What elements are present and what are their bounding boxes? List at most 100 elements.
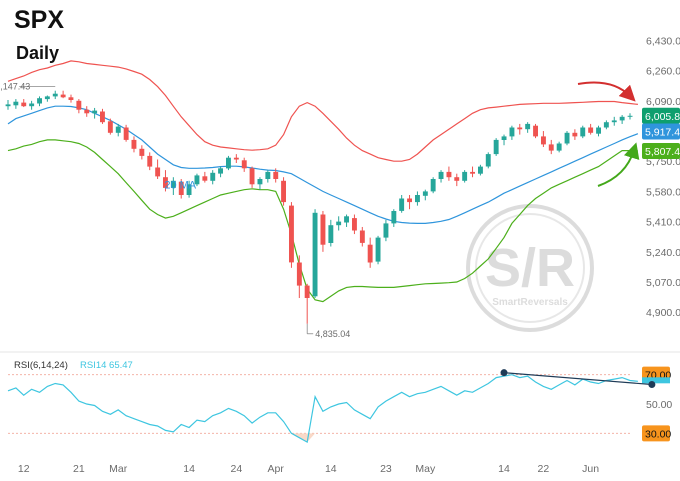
candle <box>580 125 586 139</box>
candle <box>588 123 594 135</box>
y-tick-label: 6,260.00 <box>646 66 680 78</box>
candle-body <box>170 180 176 188</box>
candle <box>289 202 294 268</box>
candle <box>446 166 452 181</box>
candle-body <box>462 171 468 181</box>
price-badge-label: 6,005.88 <box>645 111 680 123</box>
candle <box>454 173 460 187</box>
candle-body <box>359 230 365 243</box>
candle <box>493 138 499 156</box>
candle <box>210 170 216 185</box>
candle <box>627 113 633 120</box>
rsi-current-marker <box>642 377 670 384</box>
candle <box>296 255 302 299</box>
candle <box>155 159 161 179</box>
candle <box>218 166 223 178</box>
candle-body <box>194 175 200 185</box>
candle <box>84 106 90 117</box>
candle-body <box>485 154 491 167</box>
candle-body <box>155 167 161 177</box>
red-arrow-annotation <box>577 81 636 102</box>
y-tick-label: 6,090.00 <box>646 96 680 108</box>
candle <box>485 152 491 169</box>
x-tick-label: 22 <box>538 463 550 475</box>
candle <box>509 125 515 140</box>
candle <box>596 125 601 137</box>
candle-body <box>415 195 420 203</box>
candle <box>29 100 35 110</box>
candle <box>194 173 200 187</box>
candle-body <box>375 237 381 262</box>
candle-body <box>541 136 546 145</box>
candle <box>273 168 279 183</box>
candle-body <box>249 168 255 185</box>
x-tick-label: 14 <box>183 463 195 475</box>
candle <box>556 141 562 153</box>
candle <box>226 155 231 171</box>
watermark-subtext: SmartReversals <box>492 297 568 308</box>
candle-body <box>52 93 58 97</box>
candle-body <box>202 176 208 181</box>
candle <box>170 177 176 195</box>
candle <box>619 115 625 124</box>
candle-body <box>454 177 460 181</box>
x-tick-label: 21 <box>73 463 85 475</box>
candle-body <box>131 139 137 149</box>
candle <box>407 194 412 210</box>
x-tick-label: Mar <box>109 463 128 475</box>
upper-band-line <box>7 60 638 162</box>
candle-body <box>257 179 263 185</box>
candle-body <box>107 121 113 133</box>
candle <box>147 152 153 171</box>
x-tick-label: Jun <box>582 463 599 475</box>
candle-body <box>29 103 35 107</box>
candle <box>533 123 538 139</box>
green-arrow-annotation <box>597 142 640 187</box>
x-tick-label: 14 <box>325 463 337 475</box>
candle-body <box>407 198 412 203</box>
candle <box>233 154 239 164</box>
candle <box>517 123 523 135</box>
rsi14-line <box>7 374 638 444</box>
candle-body <box>517 127 523 130</box>
candle <box>44 95 50 102</box>
candle-body <box>533 125 538 137</box>
candle-body <box>493 139 499 155</box>
candle-body <box>352 218 357 231</box>
price-badge: 5,807.43 <box>642 143 680 160</box>
y-tick-label: 4,900.00 <box>646 307 680 319</box>
candle-body <box>509 127 515 137</box>
low-marker-label: 4,835.04 <box>315 329 350 339</box>
candle <box>131 136 137 153</box>
candle <box>564 131 570 146</box>
candle-body <box>603 122 609 128</box>
candle-body <box>328 225 334 243</box>
candle-body <box>5 104 11 107</box>
candle <box>265 170 271 183</box>
price-badge: 6,005.88 <box>642 107 680 124</box>
candle-body <box>84 109 90 114</box>
watermark-text: S/R <box>485 238 575 298</box>
candle-body <box>336 221 342 226</box>
candle <box>375 235 381 265</box>
candle <box>438 170 444 183</box>
candle <box>60 90 66 99</box>
candle-body <box>344 216 349 223</box>
candle <box>478 164 483 176</box>
candle-body <box>178 181 184 195</box>
y-tick-label: 6,430.00 <box>646 35 680 47</box>
candle-body <box>611 120 617 123</box>
candle-body <box>60 94 66 98</box>
candle <box>383 219 389 242</box>
candle <box>603 120 609 130</box>
candle <box>139 145 145 160</box>
candle <box>13 99 19 109</box>
candle <box>202 171 208 183</box>
price-badge-label: 5,917.44 <box>645 126 680 138</box>
candle-body <box>383 223 389 238</box>
candle <box>548 139 554 155</box>
x-tick-label: 14 <box>498 463 510 475</box>
candle-body <box>147 155 153 167</box>
candle <box>462 170 468 183</box>
